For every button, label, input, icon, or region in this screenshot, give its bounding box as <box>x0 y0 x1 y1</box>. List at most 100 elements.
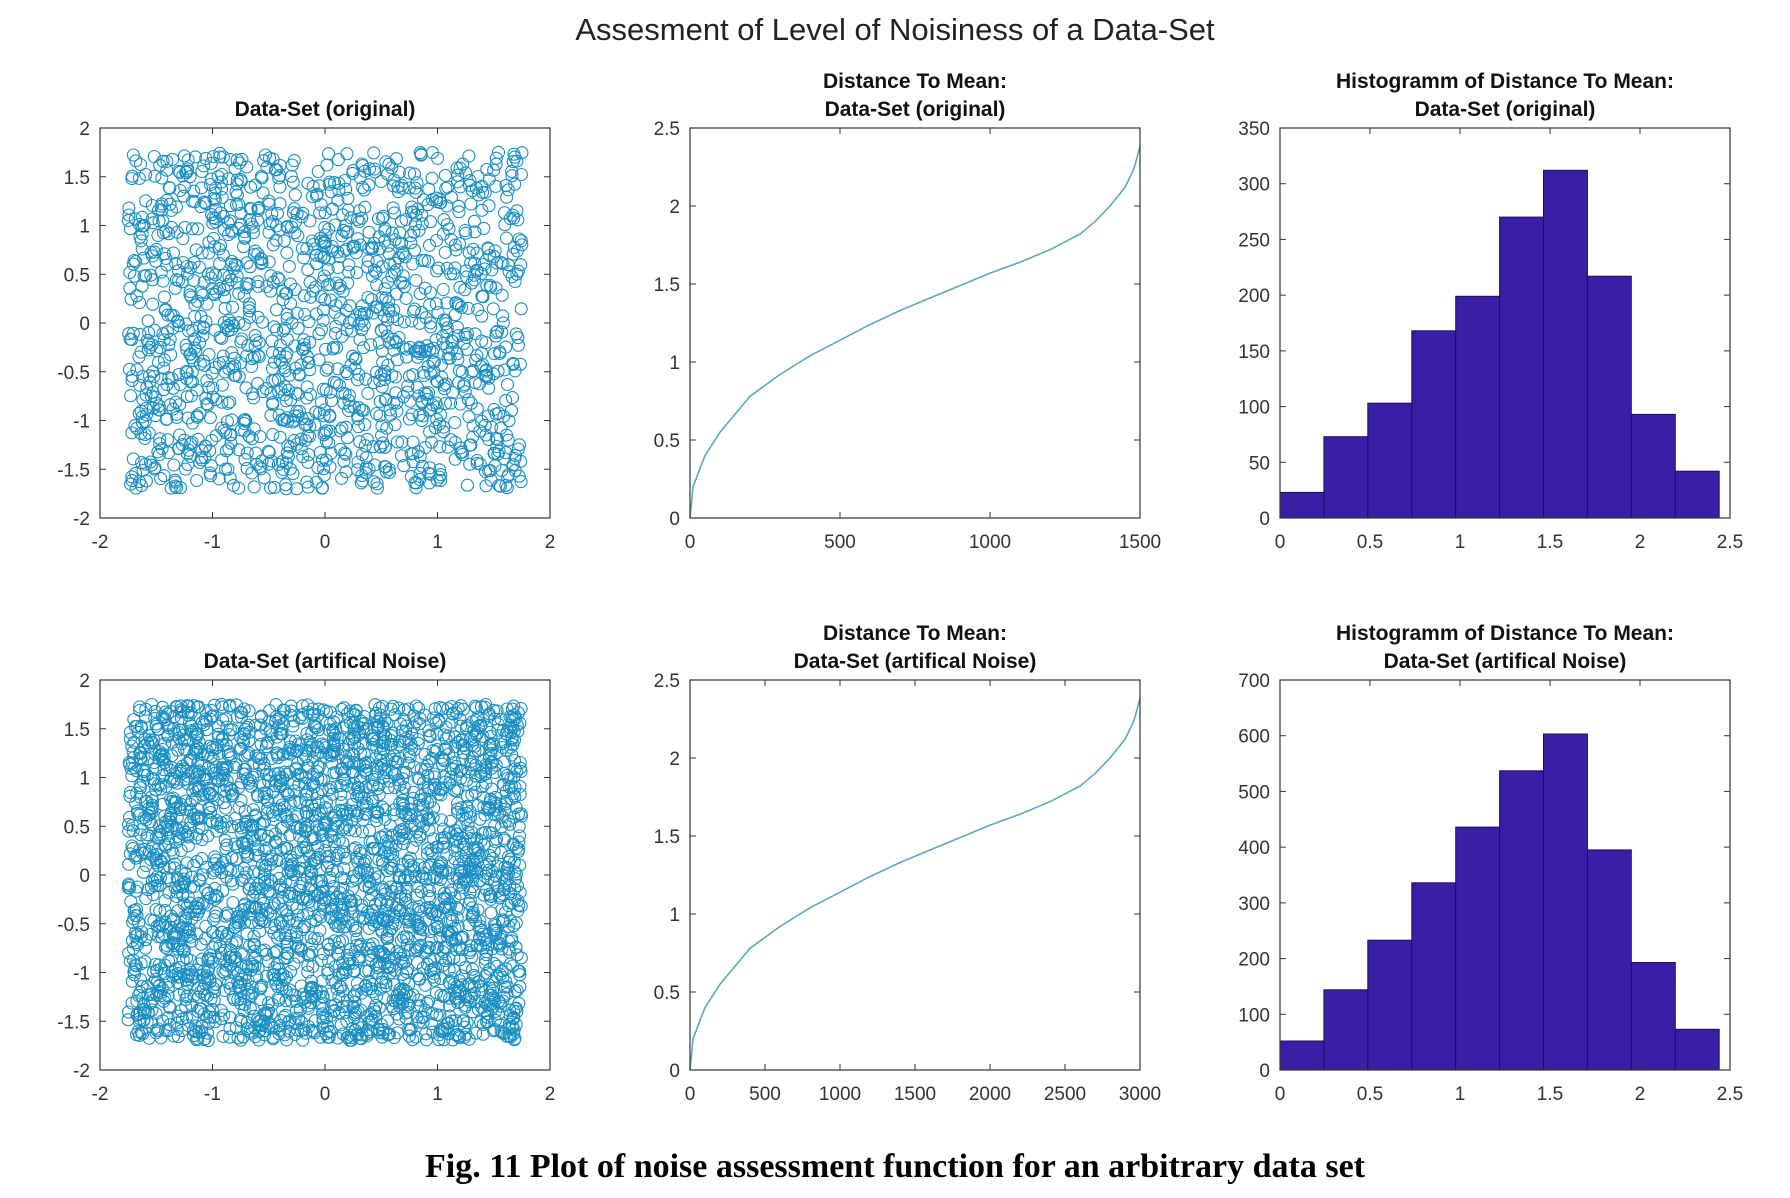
scatter-point <box>499 478 513 492</box>
scatter-point <box>494 256 508 270</box>
scatter-point <box>288 188 302 202</box>
scatter-point <box>409 699 423 713</box>
scatter-point <box>281 439 295 453</box>
scatter-point <box>221 462 235 476</box>
scatter-point <box>206 211 220 225</box>
scatter-point <box>444 814 458 828</box>
scatter-point <box>125 369 139 384</box>
scatter-point <box>300 350 314 364</box>
scatter-point <box>264 408 278 422</box>
scatter-point <box>265 207 279 221</box>
scatter-point <box>319 453 333 467</box>
scatter-point <box>355 211 369 225</box>
histogram-bar <box>1367 939 1413 1071</box>
scatter-point <box>138 427 152 442</box>
scatter-point <box>304 290 318 304</box>
y-tick-label: 0.5 <box>654 983 680 1004</box>
scatter-point <box>404 236 418 250</box>
scatter-point <box>184 261 198 275</box>
scatter-point <box>199 391 213 405</box>
scatter-point <box>133 700 147 714</box>
scatter-point <box>280 307 294 321</box>
scatter-point <box>183 284 197 299</box>
x-tick-label: 0 <box>320 532 331 553</box>
scatter-point <box>358 164 372 178</box>
scatter-point <box>408 181 422 195</box>
scatter-point <box>314 395 328 409</box>
scatter-point <box>482 371 496 385</box>
axes-box <box>689 127 1141 519</box>
scatter-point <box>501 258 515 272</box>
x-tick-label: 2 <box>1635 1084 1646 1105</box>
scatter-point <box>248 329 262 343</box>
scatter-point <box>280 220 294 234</box>
scatter-point <box>459 226 473 240</box>
scatter-point <box>155 171 169 185</box>
scatter-point <box>405 200 419 214</box>
scatter-point <box>369 300 383 314</box>
scatter-point <box>193 357 207 371</box>
scatter-point <box>368 165 382 179</box>
scatter-point <box>157 290 171 304</box>
scatter-point <box>163 332 177 346</box>
scatter-point <box>352 214 366 229</box>
scatter-point <box>470 456 484 470</box>
scatter-point <box>513 980 527 994</box>
x-tick-label: 2500 <box>1044 1084 1086 1105</box>
scatter-point <box>279 350 293 364</box>
scatter-point <box>379 460 393 474</box>
scatter-point <box>299 1026 313 1040</box>
x-tick-label: 1000 <box>819 1084 861 1105</box>
scatter-point <box>415 306 429 320</box>
scatter-point <box>430 413 444 427</box>
scatter-point <box>398 250 413 264</box>
scatter-point <box>429 233 444 248</box>
x-tick-label: 0.5 <box>1357 532 1383 553</box>
scatter-point <box>340 323 354 337</box>
scatter-point <box>166 246 180 260</box>
scatter-point <box>494 421 508 435</box>
scatter-point <box>359 461 373 475</box>
scatter-point <box>139 892 153 906</box>
scatter-point <box>280 246 294 260</box>
scatter-point <box>175 275 189 289</box>
scatter-point <box>320 158 334 172</box>
scatter-point <box>339 225 353 240</box>
scatter-point <box>237 413 251 427</box>
scatter-point <box>506 357 520 372</box>
scatter-point <box>221 277 235 292</box>
y-tick-label: 0 <box>79 314 90 335</box>
scatter-point <box>122 201 136 215</box>
x-tick-label: 2 <box>545 1084 556 1105</box>
scatter-point <box>124 389 138 403</box>
scatter-point <box>325 202 339 216</box>
scatter-point <box>484 906 498 920</box>
scatter-point <box>272 346 286 361</box>
scatter-point <box>141 314 155 328</box>
scatter-point <box>243 260 257 274</box>
subplot-title-line: Histogramm of Distance To Mean: <box>1336 70 1674 93</box>
histogram-bar <box>1630 413 1676 519</box>
scatter-point <box>335 471 349 485</box>
scatter-point <box>514 702 528 716</box>
y-tick-label: 0 <box>79 866 90 887</box>
scatter-point <box>505 270 519 284</box>
scatter-point <box>240 446 254 460</box>
scatter-point <box>443 351 457 365</box>
scatter-point <box>382 301 396 315</box>
scatter-point <box>129 255 143 269</box>
scatter-point <box>195 164 209 179</box>
scatter-point <box>419 387 434 401</box>
scatter-point <box>375 324 389 338</box>
scatter-point <box>408 302 422 316</box>
scatter-point <box>338 173 352 188</box>
scatter-point <box>179 338 193 352</box>
scatter-point <box>353 333 367 347</box>
scatter-point <box>153 437 167 451</box>
scatter-point <box>157 333 171 347</box>
y-tick-label: 0.5 <box>64 817 90 838</box>
scatter-point <box>281 383 296 397</box>
scatter-point <box>451 297 465 311</box>
scatter-point <box>386 201 400 215</box>
scatter-point <box>240 461 254 475</box>
